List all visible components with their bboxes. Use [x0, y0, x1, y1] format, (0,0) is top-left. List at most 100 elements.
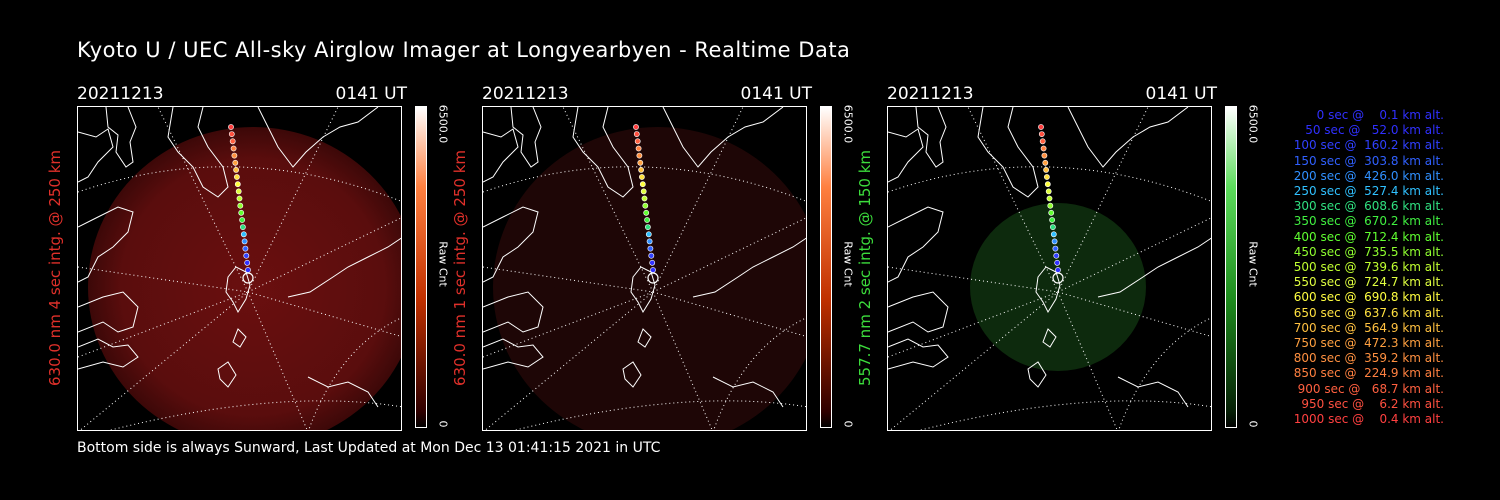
coastline	[257, 107, 379, 168]
track-point	[242, 245, 249, 252]
panel-wavelength-label: 557.7 nm 2 sec intg. @ 150 km	[856, 149, 874, 387]
legend-row: 350 sec @ 670.2 km alt.	[1289, 214, 1444, 229]
coastline	[225, 266, 251, 314]
track-point	[1044, 181, 1051, 188]
coastline	[888, 128, 924, 183]
coastline	[977, 107, 1039, 198]
track-point	[241, 238, 248, 245]
track-point	[1043, 167, 1049, 173]
track-point	[642, 202, 649, 209]
colorbar-min: 0	[436, 420, 450, 428]
satellite-track	[1038, 124, 1064, 284]
coastline	[1097, 237, 1211, 298]
coastline	[888, 206, 944, 283]
colorbar	[820, 106, 832, 428]
legend-row: 700 sec @ 564.9 km alt.	[1289, 320, 1444, 335]
station-marker	[1052, 272, 1064, 284]
legend-row: 600 sec @ 690.8 km alt.	[1289, 290, 1444, 305]
legend-row: 750 sec @ 472.3 km alt.	[1289, 336, 1444, 351]
track-point	[645, 231, 652, 238]
coastline-map	[483, 107, 806, 408]
track-point	[1038, 131, 1045, 137]
colorbar	[415, 106, 427, 428]
coastline	[1042, 328, 1057, 348]
legend-row: 150 sec @ 303.8 km alt.	[1289, 153, 1444, 168]
colorbar-max: 6500.0	[1246, 104, 1260, 144]
image-panel-3: 20211213 0141 UT 557.7 nm 2 sec intg. @ …	[856, 84, 1277, 434]
legend-row: 400 sec @ 712.4 km alt.	[1289, 229, 1444, 244]
airglow-intensity	[970, 203, 1146, 371]
panel-wavelength-label: 630.0 nm 1 sec intg. @ 250 km	[451, 149, 469, 387]
track-point	[633, 131, 640, 137]
coastline	[78, 291, 139, 333]
track-point	[228, 124, 234, 130]
airglow-intensity	[88, 127, 401, 430]
coastline	[78, 128, 114, 183]
legend-row: 50 sec @ 52.0 km alt.	[1297, 123, 1444, 138]
coastline	[307, 376, 379, 408]
coastline-map	[888, 107, 1211, 408]
grid-line	[1118, 317, 1211, 430]
satellite-track	[633, 124, 659, 284]
coastline	[915, 107, 947, 168]
coastline	[888, 338, 949, 370]
coastline	[630, 266, 656, 314]
allsky-image[interactable]	[482, 106, 807, 431]
allsky-image[interactable]	[77, 106, 402, 431]
grid-line	[713, 317, 806, 430]
coastline	[692, 237, 806, 298]
track-point	[233, 174, 240, 180]
coastline	[712, 376, 784, 408]
grid-line	[247, 217, 401, 293]
legend-row: 300 sec @ 608.6 km alt.	[1289, 199, 1444, 214]
coastline	[217, 361, 237, 388]
panel-time: 0141 UT	[335, 84, 408, 104]
allsky-image[interactable]	[887, 106, 1212, 431]
coastline	[1117, 376, 1189, 408]
track-point	[231, 152, 238, 159]
coastline	[287, 237, 401, 298]
track-point	[1048, 209, 1055, 216]
grid-line	[1057, 217, 1211, 293]
airglow-intensity	[493, 127, 806, 430]
image-panel-2: 20211213 0141 UT 630.0 nm 1 sec intg. @ …	[451, 84, 872, 434]
coastline	[1035, 266, 1061, 314]
coastline	[1027, 361, 1047, 388]
track-point	[637, 159, 644, 166]
colorbar-max: 6500.0	[436, 104, 450, 144]
track-point	[647, 245, 654, 252]
track-point	[639, 181, 646, 188]
coastline	[637, 328, 652, 348]
track-point	[636, 152, 643, 159]
track-point	[238, 209, 245, 216]
track-point	[1049, 217, 1055, 223]
track-point	[1045, 188, 1052, 195]
grid-line	[652, 217, 806, 293]
coastline	[483, 128, 519, 183]
legend-row: 800 sec @ 359.2 km alt.	[1289, 351, 1444, 366]
legend-row: 550 sec @ 724.7 km alt.	[1289, 275, 1444, 290]
legend-row: 1000 sec @ 0.4 km alt.	[1293, 412, 1444, 427]
satellite-altitude-legend: 0 sec @ 0.1 km alt. 50 sec @ 52.0 km alt…	[1262, 108, 1444, 427]
colorbar-unit: Raw Cnt	[1246, 241, 1260, 287]
coastline	[1067, 107, 1189, 168]
colorbar-unit: Raw Cnt	[841, 241, 855, 287]
colorbar-max: 6500.0	[841, 104, 855, 144]
track-point	[229, 138, 236, 145]
coastline	[622, 361, 642, 388]
coastline	[78, 338, 139, 370]
track-point	[648, 252, 655, 259]
track-point	[634, 138, 641, 145]
coastline	[483, 206, 539, 283]
grid-line	[79, 291, 249, 430]
colorbar	[1225, 106, 1237, 428]
legend-row: 900 sec @ 68.7 km alt.	[1293, 381, 1444, 396]
legend-row: 950 sec @ 6.2 km alt.	[1297, 396, 1444, 411]
grid-line	[1057, 291, 1118, 430]
track-point	[1046, 195, 1053, 202]
station-marker	[242, 272, 254, 284]
coastline	[78, 206, 134, 283]
track-point	[1047, 202, 1054, 209]
track-point	[640, 188, 647, 195]
track-point	[233, 167, 239, 173]
